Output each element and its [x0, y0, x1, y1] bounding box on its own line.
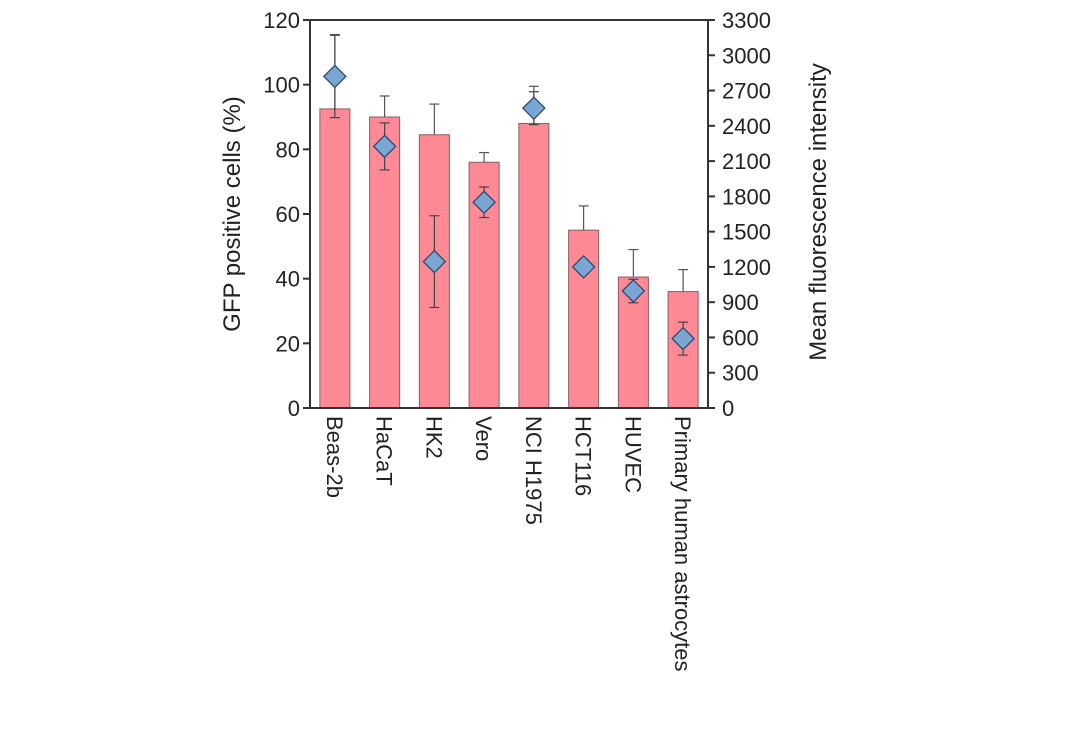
x-tick-label: HCT116: [571, 416, 596, 496]
x-tick-label: HK2: [421, 416, 446, 459]
y2-tick-label: 0: [722, 396, 734, 421]
axes-layer: [303, 19, 715, 409]
x-tick-label: HUVEC: [620, 416, 645, 493]
data-point-marker: [422, 249, 447, 274]
y2-tick-label: 2700: [722, 79, 771, 104]
y2-tick-label: 3300: [722, 8, 771, 33]
y-tick-label: 100: [263, 73, 300, 98]
data-point-marker: [521, 96, 546, 121]
y2-tick-label: 1200: [722, 255, 771, 280]
x-tick-label: Beas-2b: [322, 416, 347, 498]
y2-tick-label: 600: [722, 325, 759, 350]
data-point-marker: [571, 254, 596, 279]
y-tick-label: 20: [276, 331, 300, 356]
y2-axis-label: Mean fluorescence intensity: [805, 63, 832, 361]
data-point-marker: [372, 134, 397, 159]
marker-layer: [322, 64, 696, 351]
data-point-marker: [322, 64, 347, 89]
y2-tick-label: 1800: [722, 184, 771, 209]
bars-layer: [319, 108, 699, 409]
y-tick-label: 40: [276, 267, 300, 292]
bar: [518, 122, 550, 409]
y2-tick-label: 1500: [722, 220, 771, 245]
data-point-marker: [621, 279, 646, 303]
data-point-marker: [671, 326, 696, 351]
y-tick-label: 60: [276, 202, 300, 227]
y-tick-label: 0: [288, 396, 300, 421]
y2-tick-label: 300: [722, 361, 759, 386]
labels-layer: Beas-2b HaCaT HK2 Vero NCI H1975 HCT116 HUVEC P…: [263, 8, 771, 672]
y2-tick-label: 3000: [722, 43, 771, 68]
y-tick-label: 80: [276, 137, 300, 162]
data-point-marker: [472, 190, 497, 215]
y-axis-label: GFP positive cells (%): [219, 96, 246, 332]
bar: [568, 229, 600, 409]
bar: [319, 108, 351, 409]
x-tick-label: NCI H1975: [521, 416, 546, 525]
y2-tick-label: 900: [722, 290, 759, 315]
y2-tick-label: 2400: [722, 114, 771, 139]
x-tick-label: Primary human astrocytes: [670, 416, 695, 672]
x-tick-label: Vero: [471, 416, 496, 461]
y-tick-label: 120: [263, 8, 300, 33]
y2-tick-label: 2100: [722, 149, 771, 174]
x-tick-label: HaCaT: [372, 416, 397, 486]
